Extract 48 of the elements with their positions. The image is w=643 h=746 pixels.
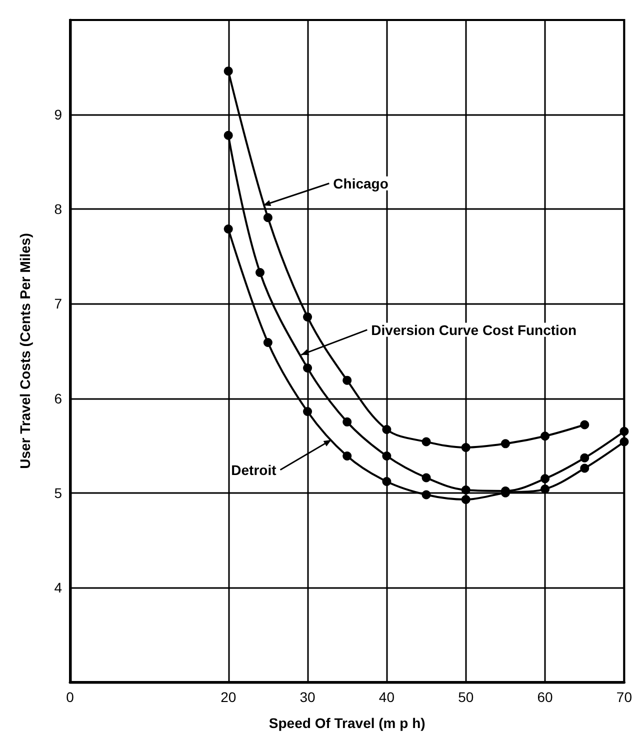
y-tick-label: 4 xyxy=(54,579,62,596)
x-tick-label: 40 xyxy=(378,689,395,705)
y-tick-label: 9 xyxy=(54,106,62,123)
point xyxy=(382,424,392,434)
point xyxy=(620,426,629,436)
point xyxy=(256,268,265,278)
point xyxy=(224,224,233,234)
annotation: Chicago xyxy=(333,175,388,192)
point xyxy=(303,312,312,322)
x-tick-label: 70 xyxy=(616,689,632,705)
point xyxy=(580,420,590,430)
point xyxy=(224,66,233,76)
point xyxy=(303,364,312,373)
point xyxy=(342,376,352,385)
point xyxy=(263,213,272,222)
point xyxy=(580,464,590,473)
x-tick-label: 50 xyxy=(458,689,474,705)
point xyxy=(540,474,550,484)
point xyxy=(422,490,431,500)
y-tick-label: 8 xyxy=(54,201,62,218)
point xyxy=(263,338,272,347)
y-tick-label: 6 xyxy=(54,390,62,406)
y-axis-title: User Travel Costs (Cents Per Miles) xyxy=(17,233,33,469)
point xyxy=(461,442,470,452)
x-tick-label: 60 xyxy=(537,689,554,705)
annotation: Diversion Curve Cost Function xyxy=(371,322,577,338)
point xyxy=(540,432,550,441)
x-axis-title: Speed Of Travel (m p h) xyxy=(268,715,426,731)
point xyxy=(422,437,431,446)
point xyxy=(461,494,470,504)
point xyxy=(580,453,590,462)
point xyxy=(422,473,431,482)
point xyxy=(461,486,470,495)
point xyxy=(342,451,352,460)
point xyxy=(382,477,392,486)
point xyxy=(342,417,352,426)
point xyxy=(303,407,312,416)
x-tick-label: 30 xyxy=(300,689,316,705)
point xyxy=(382,451,392,460)
point xyxy=(540,484,550,494)
y-tick-label: 5 xyxy=(54,484,62,501)
x-tick-label: 20 xyxy=(220,689,236,705)
point xyxy=(224,130,233,140)
annotation: Detroit xyxy=(231,462,277,478)
point xyxy=(620,437,629,446)
y-tick-label: 7 xyxy=(54,296,62,312)
x-tick-label: 0 xyxy=(66,689,74,705)
point xyxy=(500,439,510,448)
